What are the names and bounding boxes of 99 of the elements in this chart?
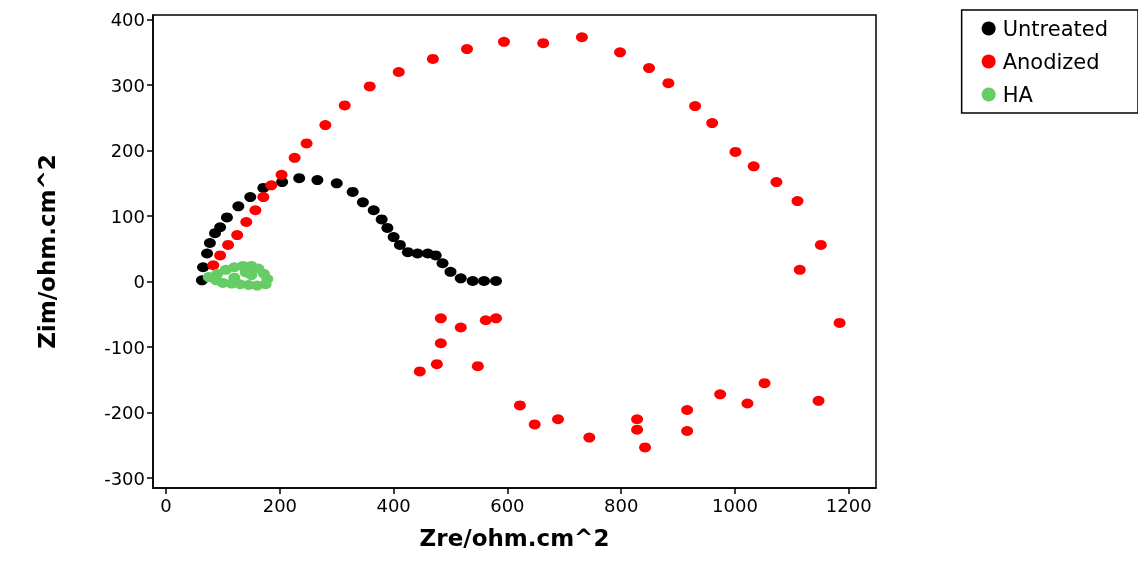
point	[490, 275, 503, 286]
legend-label: Anodized	[1002, 49, 1100, 74]
point	[681, 426, 694, 436]
point	[434, 338, 447, 349]
point	[367, 205, 380, 216]
point	[346, 186, 359, 197]
point	[575, 32, 588, 43]
point	[319, 120, 332, 131]
point	[214, 222, 227, 233]
point	[375, 214, 388, 225]
point	[833, 317, 846, 328]
point	[479, 315, 492, 326]
point	[240, 217, 253, 228]
point	[245, 270, 258, 281]
point	[497, 36, 510, 47]
x-axis-title: Zre/ohm.cm^2	[419, 524, 610, 551]
point	[583, 432, 596, 443]
point	[552, 414, 565, 425]
point	[758, 378, 771, 389]
y-tick-label: 100	[110, 205, 145, 227]
point	[387, 232, 400, 243]
x-tick-label: 200	[262, 494, 298, 516]
y-tick-label: 400	[110, 9, 145, 31]
point	[393, 239, 406, 250]
x-tick-label: 600	[490, 494, 525, 516]
point	[639, 442, 652, 453]
point	[471, 361, 484, 372]
point	[614, 47, 627, 58]
legend-label: HA	[1002, 82, 1034, 107]
point	[214, 250, 227, 261]
point	[662, 78, 675, 89]
point	[429, 250, 442, 261]
point	[249, 205, 262, 216]
point	[793, 264, 806, 275]
point	[222, 239, 235, 250]
y-tick-label: 200	[110, 140, 145, 162]
point	[814, 239, 827, 250]
point	[454, 273, 467, 284]
point	[392, 67, 405, 77]
point	[741, 398, 754, 409]
legend-label: Untreated	[1002, 16, 1108, 41]
point	[689, 101, 702, 112]
point	[300, 138, 313, 149]
point	[203, 237, 216, 248]
x-tick-label: 1200	[825, 494, 872, 516]
point	[714, 389, 727, 400]
point	[812, 395, 825, 406]
point	[338, 100, 351, 111]
x-tick-label: 0	[160, 494, 172, 516]
point	[454, 322, 467, 333]
point	[288, 152, 301, 163]
point	[265, 180, 278, 191]
y-tick-label: -100	[104, 336, 145, 358]
point	[220, 212, 233, 223]
point	[436, 258, 449, 269]
point	[311, 175, 324, 186]
point	[631, 414, 644, 425]
x-tick-label: 1000	[712, 494, 758, 516]
point	[197, 262, 210, 273]
point	[770, 177, 783, 188]
point	[201, 248, 214, 259]
point	[207, 260, 220, 271]
point	[513, 400, 526, 411]
point	[401, 247, 414, 258]
point	[478, 275, 491, 286]
y-axis-title: Zim/ohm.cm^2	[33, 154, 60, 349]
point	[461, 44, 473, 55]
point	[643, 63, 656, 74]
point	[791, 196, 804, 207]
y-tick-label: -300	[104, 467, 145, 489]
point	[426, 53, 439, 64]
point	[381, 222, 394, 233]
x-tick-label: 400	[376, 494, 411, 516]
point	[490, 313, 503, 324]
point	[528, 419, 541, 430]
point	[631, 424, 644, 435]
point	[537, 38, 550, 49]
point	[356, 197, 369, 208]
x-tick-label: 800	[603, 494, 639, 516]
point	[275, 169, 288, 180]
point	[747, 161, 760, 172]
point	[444, 266, 457, 277]
point	[706, 118, 719, 129]
point	[244, 192, 257, 203]
point	[434, 313, 447, 324]
point	[466, 275, 479, 286]
point	[257, 192, 270, 203]
point	[681, 405, 694, 416]
point	[430, 359, 443, 370]
point	[729, 146, 742, 157]
y-tick-label: -200	[104, 402, 145, 424]
point	[231, 230, 244, 241]
point	[363, 81, 376, 92]
point	[232, 201, 245, 212]
y-tick-label: 300	[110, 74, 145, 96]
y-tick-label: 0	[133, 271, 145, 293]
point	[293, 173, 306, 184]
point	[330, 178, 343, 189]
point	[413, 366, 426, 377]
